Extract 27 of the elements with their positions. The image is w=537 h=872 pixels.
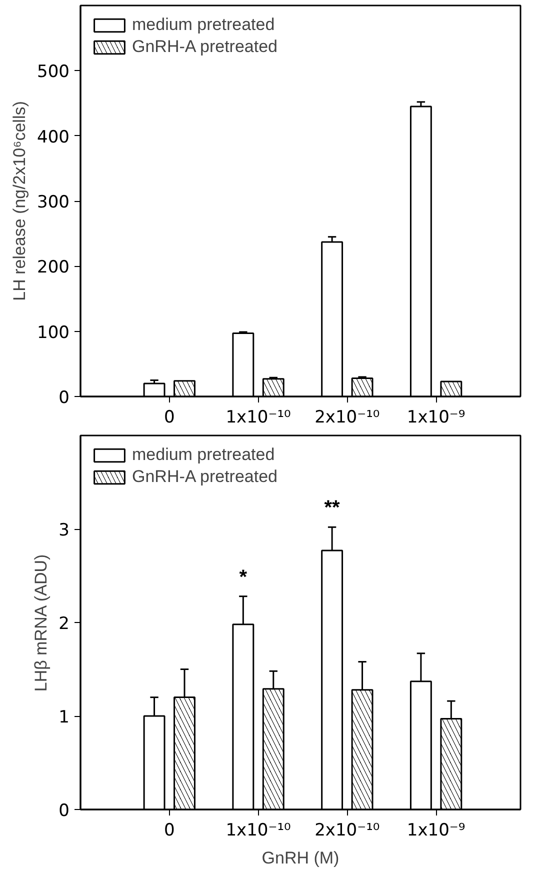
x-tick-label: 2x10⁻¹⁰ [314,408,380,428]
y-axis-title: LH release (ng/2x10⁶cells) [10,101,30,301]
legend-label: GnRH-A pretreated [132,37,278,57]
y-axis-title: LHβ mRNA (ADU) [32,554,51,692]
x-axis-title: GnRH (M) [262,848,340,868]
y-tick-label: 200 [37,258,70,278]
y-tick-label: 400 [37,127,70,148]
legend-label: GnRH-A pretreated [132,467,278,487]
y-tick-label: 3 [58,520,70,540]
y-tick-label: 500 [37,62,70,82]
x-tick-label: 1x10⁻¹⁰ [226,820,292,840]
annotation: ** [324,497,340,520]
x-tick-label: 2x10⁻¹⁰ [314,820,380,840]
x-tick-label: 1x10⁻¹⁰ [226,408,292,428]
x-tick-label: 0 [164,820,175,840]
x-tick-label: 1x10⁻⁹ [406,820,466,840]
legend-label: medium pretreated [132,445,275,465]
y-tick-label: 1 [58,708,70,728]
x-tick-label: 1x10⁻⁹ [406,408,466,428]
y-tick-label: 100 [37,322,70,343]
x-tick-label: 0 [164,408,175,428]
y-tick-label: 0 [58,388,70,408]
legend-label: medium pretreated [132,15,275,35]
annotation: * [239,566,248,588]
y-tick-label: 0 [58,801,70,821]
y-tick-label: 2 [58,614,70,634]
y-tick-label: 300 [37,192,70,212]
